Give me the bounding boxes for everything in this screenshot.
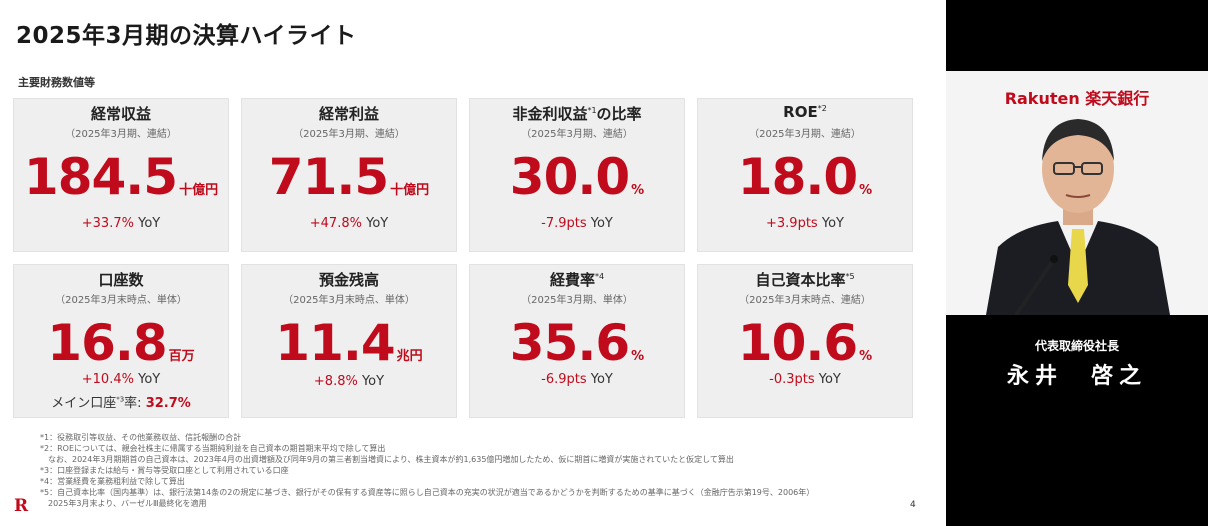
speaker-nameplate: 代表取締役社長 永井 啓之 [946,315,1208,390]
metric-card-roe: ROE*2 （2025年3月期、連結） 18.0% +3.9pts YoY [697,98,913,252]
footnote: なお、2024年3月期期首の自己資本は、2023年4月の出資増額及び同年9月の第… [40,455,734,464]
speaker-name: 永井 啓之 [1006,364,1147,389]
card-title: 経常収益 [90,105,151,123]
footnote: *5：自己資本比率（国内基準）は、銀行法第14条の2の規定に基づき、銀行がその保… [40,488,815,497]
presentation-slide: 2025年3月期の決算ハイライト 主要財務数値等 経常収益 （2025年3月期、… [0,0,946,526]
card-yoy: -0.3pts YoY [769,372,841,387]
card-period: （2025年3月末時点、単体） [55,295,187,306]
brand-logo: Rakuten 楽天銀行 [1004,89,1150,108]
metric-card-capital-ratio: 自己資本比率*5 （2025年3月末時点、連結） 10.6% -0.3pts Y… [697,264,913,418]
card-title: 自己資本比率*5 [755,271,855,289]
footnote: *4：営業経費を業務粗利益で除して算出 [40,477,185,486]
speaker-figure [946,71,1208,315]
metric-card-non-interest-ratio: 非金利収益*1の比率 （2025年3月期、連結） 30.0% -7.9pts Y… [469,98,685,252]
card-value: 71.5 十億円 [268,148,430,206]
card-yoy: +33.7% YoY [81,216,161,231]
card-yoy: -7.9pts YoY [541,216,613,231]
card-value: 16.8 百万 [47,314,195,372]
card-period: （2025年3月期、連結） [293,129,405,140]
metric-card-expense-ratio: 経費率*4 （2025年3月期、単体） 35.6% -6.9pts YoY [469,264,685,418]
card-period: （2025年3月期、連結） [521,129,633,140]
card-yoy: +8.8% YoY [313,374,385,389]
card-yoy: -6.9pts YoY [541,372,613,387]
card-period: （2025年3月期、連結） [65,129,177,140]
card-period: （2025年3月末時点、連結） [739,295,871,306]
card-value: 35.6% [509,314,645,372]
card-title: 預金残高 [318,271,379,289]
card-title: ROE*2 [783,103,827,121]
card-period: （2025年3月期、連結） [749,129,861,140]
footnotes: *1：役務取引等収益、その他業務収益、信託報酬の合計 *2：ROEについては、親… [40,432,920,509]
card-value: 30.0% [509,148,645,206]
card-title: 非金利収益*1の比率 [512,105,642,123]
card-title: 口座数 [98,271,144,289]
card-period: （2025年3月期、単体） [521,295,633,306]
metric-card-accounts: 口座数 （2025年3月末時点、単体） 16.8 百万 +10.4% YoY メイ… [13,264,229,418]
card-value: 11.4 兆円 [275,314,423,372]
rakuten-r-logo: R [14,496,29,516]
speaker-video-frame: Rakuten 楽天銀行 [946,71,1208,315]
speaker-video-panel: Rakuten 楽天銀行 代表取締役社長 永井 啓之 [946,0,1208,526]
card-value: 184.5 十億円 [23,148,219,206]
card-value: 10.6% [737,314,873,372]
card-title: 経費率*4 [549,271,605,289]
card-period: （2025年3月末時点、単体） [283,295,415,306]
metric-card-ordinary-profit: 経常利益 （2025年3月期、連結） 71.5 十億円 +47.8% YoY [241,98,457,252]
section-subtitle: 主要財務数値等 [18,76,95,89]
card-yoy: +47.8% YoY [309,216,389,231]
footnote: 2025年3月末より、バーゼルⅢ最終化を適用 [40,499,207,508]
page-number: 4 [910,500,916,510]
card-yoy: +3.9pts YoY [766,216,844,231]
speaker-role: 代表取締役社長 [1034,339,1119,353]
main-account-ratio: メイン口座*3率: 32.7% [51,395,191,411]
metric-card-ordinary-income: 経常収益 （2025年3月期、連結） 184.5 十億円 +33.7% YoY [13,98,229,252]
footnote: *1：役務取引等収益、その他業務収益、信託報酬の合計 [40,433,242,442]
card-value: 18.0% [737,148,873,206]
card-title: 経常利益 [318,105,379,123]
card-yoy: +10.4% YoY [81,372,161,387]
footnote: *3：口座登録または給与・賞与等受取口座として利用されている口座 [40,466,289,475]
metric-card-deposits: 預金残高 （2025年3月末時点、単体） 11.4 兆円 +8.8% YoY [241,264,457,418]
footnote: *2：ROEについては、親会社株主に帰属する当期純利益を自己資本の期首期末平均で… [40,444,386,453]
slide-title: 2025年3月期の決算ハイライト [16,23,357,49]
